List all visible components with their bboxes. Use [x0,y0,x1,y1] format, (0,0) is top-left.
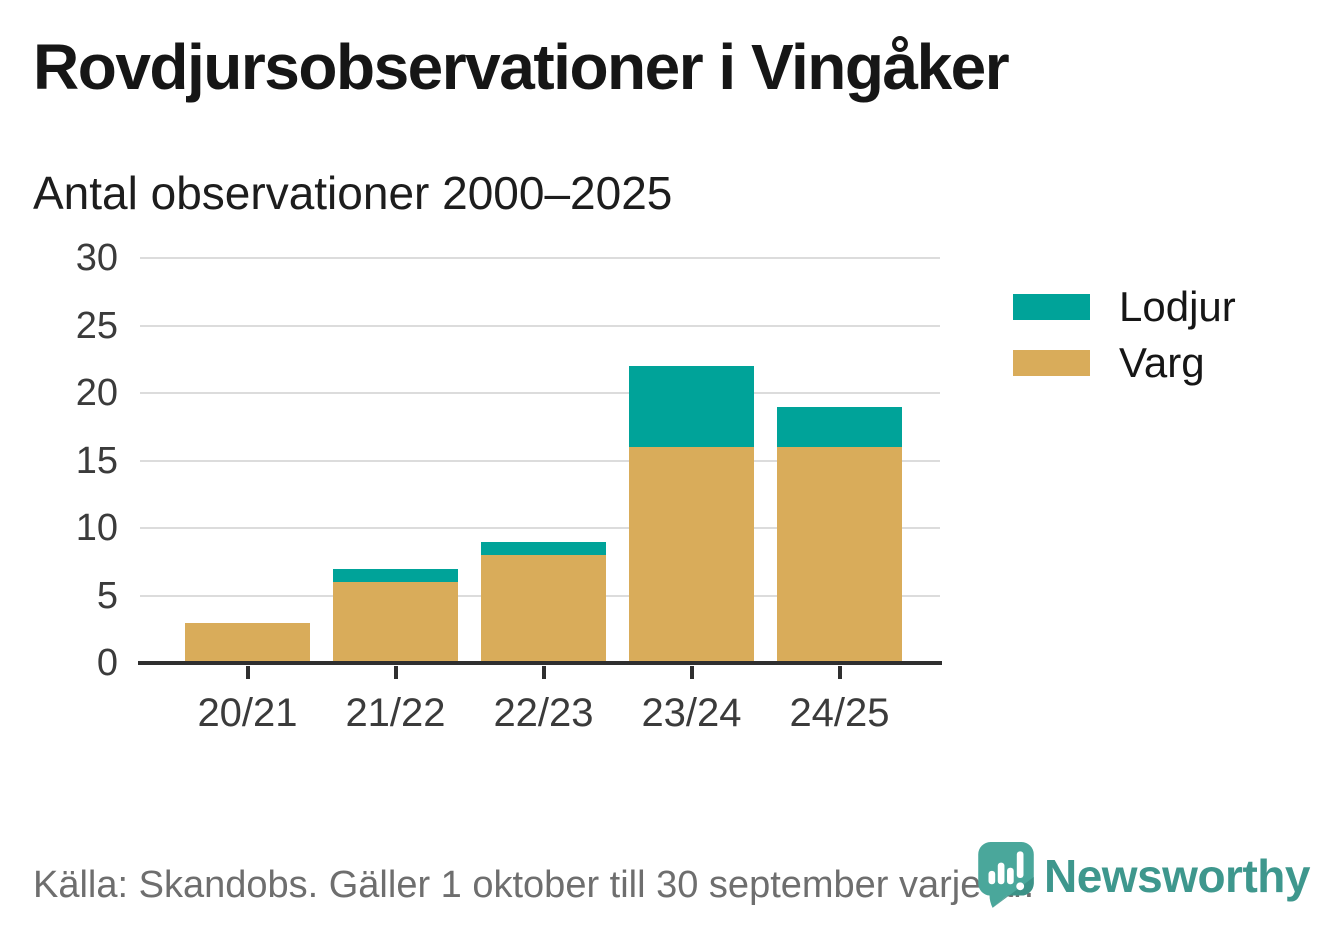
y-axis-label: 10 [75,507,118,549]
gridline [140,257,940,259]
axis-tick [689,666,694,679]
legend-item: Varg [1013,339,1236,386]
y-axis-label: 30 [75,237,118,279]
newsworthy-logo-icon [978,842,1034,908]
axis-tick [245,666,250,679]
bar-segment-varg [185,622,310,663]
gridline [140,392,940,394]
x-axis-label: 22/23 [493,691,594,735]
bar-segment-lodjur [481,541,606,555]
legend-swatch-lodjur [1013,294,1090,320]
legend-label: Lodjur [1119,283,1236,330]
axis-tick [393,666,398,679]
axis-tick [837,666,842,679]
y-axis-label: 0 [96,642,118,684]
source-note: Källa: Skandobs. Gäller 1 oktober till 3… [33,864,1035,906]
bar-segment-lodjur [333,568,458,582]
bar-segment-varg [629,447,754,663]
page-title: Rovdjursobservationer i Vingåker [33,31,1010,103]
bar-segment-lodjur [777,406,902,447]
y-axis-label: 20 [75,372,118,414]
newsworthy-wordmark: Newsworthy [1044,850,1310,902]
gridline [140,527,940,529]
y-axis-label: 25 [75,304,118,347]
newsworthy-brand: Newsworthy [976,840,1310,912]
legend-label: Varg [1119,339,1205,386]
bar-segment-lodjur [629,366,754,447]
y-axis-label: 5 [96,574,118,617]
chart-subtitle: Antal observationer 2000–2025 [33,167,673,219]
x-axis-label: 21/22 [345,691,446,735]
gridline [140,459,940,462]
x-axis-line [138,661,942,665]
bar-segment-varg [481,555,606,663]
bar-segment-varg [333,582,458,663]
x-axis-label: 24/25 [789,691,890,735]
y-axis-label: 15 [75,439,118,482]
legend-swatch-varg [1013,350,1090,376]
axis-tick [541,666,546,679]
x-axis-label: 23/24 [641,691,742,735]
x-axis-label: 20/21 [197,691,298,735]
gridline [140,324,940,327]
legend: Lodjur Varg [1013,283,1236,398]
bar-segment-varg [777,447,902,663]
legend-item: Lodjur [1013,283,1236,330]
